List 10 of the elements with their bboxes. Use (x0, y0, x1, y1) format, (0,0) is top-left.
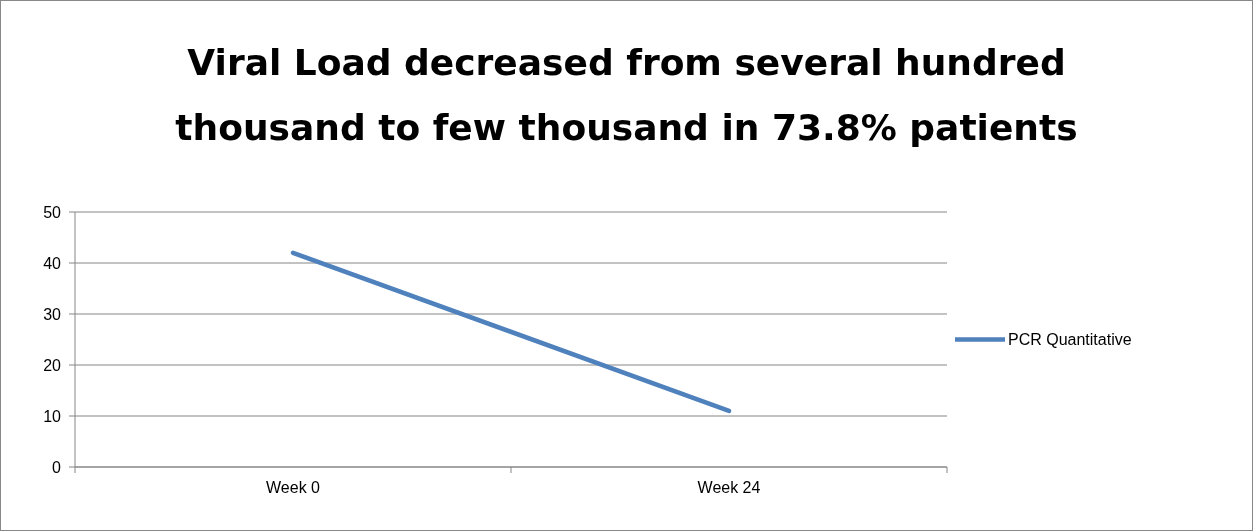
legend-label: PCR Quantitative (1008, 331, 1132, 349)
y-tick-label: 50 (43, 203, 62, 221)
y-tick-label: 10 (43, 407, 62, 425)
y-tick-label: 20 (43, 356, 62, 374)
x-tick-label: Week 0 (266, 479, 321, 496)
y-tick-label: 40 (43, 254, 62, 272)
x-tick-label: Week 24 (697, 479, 761, 496)
y-tick-label: 30 (43, 305, 62, 323)
y-tick-label: 0 (52, 458, 62, 476)
chart-title: Viral Load decreased from several hundred thousand to few thousand in 73.8% patients (175, 42, 1078, 148)
